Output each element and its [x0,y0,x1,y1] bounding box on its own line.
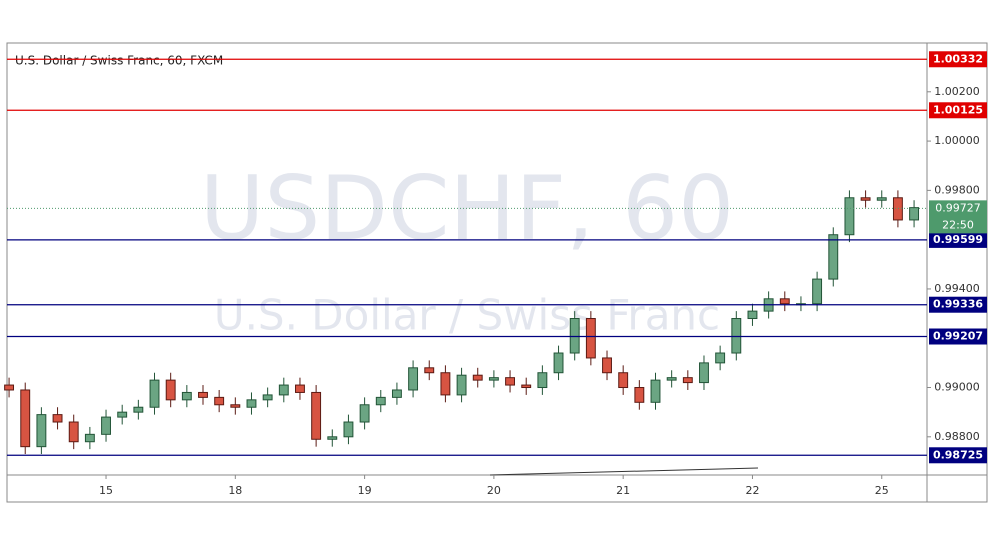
level-label-box [929,51,987,68]
candle-body [311,391,322,440]
candle-body [343,421,354,438]
candle-body [165,379,176,401]
chart-title: U.S. Dollar / Swiss Franc, 60, FXCM [15,54,223,68]
candle-body [602,357,612,374]
candle-body [20,389,31,448]
candle-body [666,377,677,381]
watermark: USDCHF, 60 [200,157,734,260]
candle-body [149,379,160,408]
trend-line [489,467,759,476]
y-tick-label: 1.00000 [934,134,980,147]
candle-body [4,384,15,391]
level-label: 1.00125 [933,103,983,116]
candle-body [844,197,855,236]
candle-body [860,197,871,201]
candle-body [731,318,742,354]
candle-body [36,414,47,448]
candle-body [876,197,887,201]
y-tick-label: 0.99400 [934,282,980,295]
level-label-box [929,447,987,464]
candle-body [133,406,144,413]
candle-body [359,404,370,423]
candle-body [472,374,483,381]
level-label-box [929,296,987,313]
y-tick-label: 0.99000 [934,381,980,394]
candle-body [68,421,79,443]
x-tick-label: 18 [228,484,242,497]
candle-body [747,310,758,320]
level-label: 1.00332 [933,52,983,65]
candle-body [553,352,564,374]
candle-body [650,379,661,403]
candle-body [618,372,629,389]
candle-body [488,377,499,381]
candle-body [424,367,435,374]
x-tick-label: 15 [99,484,113,497]
candle-body [585,318,596,359]
candle-body [779,298,790,305]
candle-body [181,391,192,401]
level-label-box [929,231,987,248]
candle-body [327,436,338,440]
candle-body [101,416,111,435]
level-label: 0.99207 [933,330,983,343]
candle-body [375,396,386,406]
x-tick-label: 25 [875,484,889,497]
level-label-box [929,102,987,119]
candle-body [682,377,693,384]
y-tick-label: 0.99800 [934,183,980,196]
candle-body [84,433,95,443]
level-label: 0.99599 [933,233,983,246]
candle-body [214,396,225,406]
candle-body [440,372,451,396]
candle-body [295,384,305,393]
frame [6,42,988,503]
candle-body [699,362,709,384]
candle-body [505,377,515,386]
candle-body [456,374,467,396]
candle-body [909,207,920,221]
candle-body [569,318,580,354]
candle-body [812,278,823,305]
candle-body [117,411,128,418]
candle-body [198,391,208,398]
candle-body [715,352,726,364]
candle-body [262,394,273,401]
candle-body [391,389,402,398]
candle-body [246,399,257,408]
level-label: 0.99336 [933,298,983,311]
candle-body [521,384,532,389]
x-tick-label: 21 [616,484,630,497]
x-tick-label: 19 [358,484,372,497]
candle-body [634,387,645,403]
y-tick-label: 0.98800 [934,430,980,443]
last-price-label: 0.99727 [935,201,981,214]
last-price-box [929,200,987,234]
y-tick-label: 1.00200 [934,85,980,98]
candle-body [537,372,548,389]
x-tick-label: 20 [487,484,501,497]
level-label-box [929,328,987,345]
candle-body [278,384,289,396]
candle-body [828,234,839,280]
candle-body [230,404,241,408]
candle-body [408,367,419,391]
level-label: 0.98725 [933,448,983,461]
countdown: 22:50 [942,218,974,231]
watermark: U.S. Dollar / Swiss Franc [214,291,720,340]
candle-body [892,197,903,221]
candle-body [52,414,63,423]
x-tick-label: 22 [745,484,759,497]
